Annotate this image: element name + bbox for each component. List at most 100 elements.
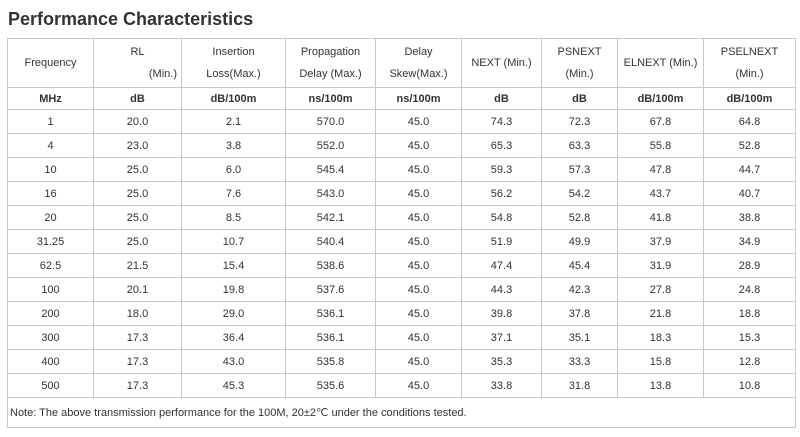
data-cell: 37.9 — [617, 229, 704, 254]
data-cell: 400 — [7, 349, 94, 374]
data-cell: 31.9 — [617, 253, 704, 278]
header-cell: PSNEXT (Min.) — [541, 38, 618, 88]
data-cell: 67.8 — [617, 109, 704, 134]
data-cell: 37.8 — [541, 301, 618, 326]
data-cell: 45.3 — [181, 373, 286, 398]
data-cell: 63.3 — [541, 133, 618, 158]
data-cell: 45.0 — [375, 373, 462, 398]
data-cell: 56.2 — [461, 181, 542, 206]
data-cell: 65.3 — [461, 133, 542, 158]
data-cell: 54.2 — [541, 181, 618, 206]
data-cell: 535.6 — [285, 373, 376, 398]
data-cell: 45.0 — [375, 325, 462, 350]
data-row: 100 20.1 19.8 537.6 45.0 44.3 42.3 27.8 24.8 — [7, 277, 796, 302]
data-cell: 17.3 — [93, 373, 182, 398]
header-line: Skew(Max.) — [389, 68, 448, 80]
data-cell: 535.8 — [285, 349, 376, 374]
data-cell: 200 — [7, 301, 94, 326]
unit-cell: dB — [93, 87, 182, 110]
data-cell: 16 — [7, 181, 94, 206]
data-row: 400 17.3 43.0 535.8 45.0 35.3 33.3 15.8 12.8 — [7, 349, 796, 374]
data-cell: 545.4 — [285, 157, 376, 182]
data-cell: 7.6 — [181, 181, 286, 206]
data-cell: 4 — [7, 133, 94, 158]
header-cell: Frequency — [7, 38, 94, 88]
data-row: 10 25.0 6.0 545.4 45.0 59.3 57.3 47.8 44.7 — [7, 157, 796, 182]
data-row: 31.25 25.0 10.7 540.4 45.0 51.9 49.9 37.9 34.9 — [7, 229, 796, 254]
data-cell: 74.3 — [461, 109, 542, 134]
unit-cell: ns/100m — [285, 87, 376, 110]
header-line: Delay (Max.) — [299, 68, 362, 80]
data-cell: 15.3 — [703, 325, 796, 350]
unit-cell: dB — [461, 87, 542, 110]
data-cell: 41.8 — [617, 205, 704, 230]
unit-cell: dB — [541, 87, 618, 110]
data-cell: 15.8 — [617, 349, 704, 374]
data-cell: 51.9 — [461, 229, 542, 254]
data-cell: 25.0 — [93, 229, 182, 254]
data-cell: 57.3 — [541, 157, 618, 182]
header-line: NEXT (Min.) — [471, 57, 532, 69]
data-cell: 45.0 — [375, 253, 462, 278]
data-cell: 25.0 — [93, 157, 182, 182]
units-row: MHz dB dB/100m ns/100m ns/100m dB dB dB/100m dB/… — [7, 87, 796, 110]
data-cell: 72.3 — [541, 109, 618, 134]
data-cell: 500 — [7, 373, 94, 398]
header-cell: NEXT (Min.) — [461, 38, 542, 88]
header-line: Propagation — [300, 46, 361, 58]
unit-cell: dB/100m — [617, 87, 704, 110]
data-cell: 536.1 — [285, 301, 376, 326]
unit-cell: dB/100m — [181, 87, 286, 110]
data-cell: 15.4 — [181, 253, 286, 278]
data-cell: 537.6 — [285, 277, 376, 302]
data-cell: 43.0 — [181, 349, 286, 374]
header-line: ELNEXT (Min.) — [623, 57, 698, 69]
data-row: 20 25.0 8.5 542.1 45.0 54.8 52.8 41.8 38.8 — [7, 205, 796, 230]
header-line: Loss(Max.) — [206, 68, 261, 80]
data-cell: 45.0 — [375, 181, 462, 206]
data-cell: 38.8 — [703, 205, 796, 230]
data-cell: 300 — [7, 325, 94, 350]
data-cell: 47.8 — [617, 157, 704, 182]
data-cell: 536.1 — [285, 325, 376, 350]
data-cell: 6.0 — [181, 157, 286, 182]
data-cell: 19.8 — [181, 277, 286, 302]
data-cell: 25.0 — [93, 205, 182, 230]
data-cell: 52.8 — [541, 205, 618, 230]
data-cell: 35.1 — [541, 325, 618, 350]
data-cell: 33.8 — [461, 373, 542, 398]
data-cell: 59.3 — [461, 157, 542, 182]
data-cell: 39.8 — [461, 301, 542, 326]
data-cell: 21.8 — [617, 301, 704, 326]
data-cell: 45.0 — [375, 277, 462, 302]
data-cell: 28.9 — [703, 253, 796, 278]
data-cell: 18.3 — [617, 325, 704, 350]
data-cell: 42.3 — [541, 277, 618, 302]
header-line: PSELNEXT — [720, 46, 779, 58]
header-line: (Min.) — [148, 68, 177, 80]
data-cell: 100 — [7, 277, 94, 302]
data-cell: 18.0 — [93, 301, 182, 326]
header-line: RL — [130, 46, 145, 58]
data-cell: 47.4 — [461, 253, 542, 278]
data-cell: 29.0 — [181, 301, 286, 326]
data-cell: 17.3 — [93, 325, 182, 350]
data-cell: 8.5 — [181, 205, 286, 230]
data-cell: 10.8 — [703, 373, 796, 398]
data-cell: 40.7 — [703, 181, 796, 206]
header-line: (Min.) — [565, 68, 594, 80]
page-title: Performance Characteristics — [8, 9, 254, 29]
data-cell: 34.9 — [703, 229, 796, 254]
note-row: Note: The above transmission performance… — [7, 397, 796, 428]
header-cell: PSELNEXT (Min.) — [703, 38, 796, 88]
data-cell: 23.0 — [93, 133, 182, 158]
data-cell: 18.8 — [703, 301, 796, 326]
data-cell: 570.0 — [285, 109, 376, 134]
header-cell: RL (Min.) — [93, 38, 182, 88]
data-cell: 21.5 — [93, 253, 182, 278]
header-row: Frequency RL (Min.) Insertion Loss(Max.) Prop… — [7, 38, 796, 88]
data-cell: 35.3 — [461, 349, 542, 374]
data-row: 500 17.3 45.3 535.6 45.0 33.8 31.8 13.8 10.8 — [7, 373, 796, 398]
data-cell: 25.0 — [93, 181, 182, 206]
data-cell: 45.0 — [375, 133, 462, 158]
